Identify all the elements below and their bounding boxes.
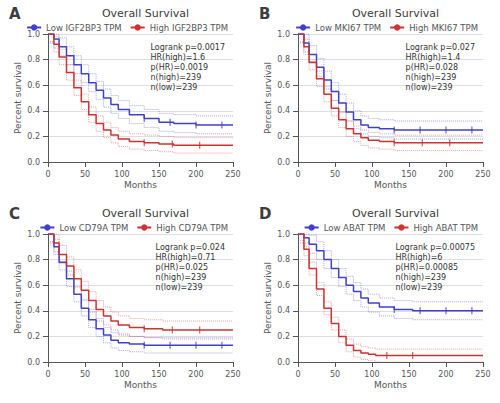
svg-text:Percent survival: Percent survival [263,262,273,334]
svg-text:200: 200 [438,370,453,379]
svg-text:High IGF2BP3 TPM: High IGF2BP3 TPM [150,23,228,33]
svg-text:HR(high)=6: HR(high)=6 [395,253,442,262]
svg-text:Percent survival: Percent survival [13,262,23,334]
svg-text:Logrank p=0.0017: Logrank p=0.0017 [151,43,226,52]
svg-text:p(HR)=0.025: p(HR)=0.025 [156,263,209,272]
svg-text:0.0: 0.0 [27,158,40,167]
svg-text:0.4: 0.4 [277,306,290,315]
svg-text:n(high)=239: n(high)=239 [156,273,207,282]
svg-text:p(HR)=0.0019: p(HR)=0.0019 [151,63,209,72]
svg-text:250: 250 [475,370,490,379]
svg-text:0.4: 0.4 [27,106,40,115]
svg-text:n(low)=239: n(low)=239 [151,83,198,92]
svg-text:200: 200 [438,170,453,179]
svg-text:50: 50 [80,370,90,379]
svg-text:High ABAT TPM: High ABAT TPM [413,223,478,233]
svg-text:Low CD79A TPM: Low CD79A TPM [59,223,128,233]
svg-text:0.4: 0.4 [27,306,40,315]
svg-text:p(HR)=0.028: p(HR)=0.028 [406,63,459,72]
svg-text:0.4: 0.4 [277,106,290,115]
svg-text:HR(high)=0.71: HR(high)=0.71 [156,253,216,262]
svg-text:n(low)=239: n(low)=239 [406,83,453,92]
svg-text:0.0: 0.0 [277,358,290,367]
svg-text:Low IGF2BP3 TPM: Low IGF2BP3 TPM [46,23,122,33]
svg-text:0.2: 0.2 [277,132,290,141]
svg-text:0.8: 0.8 [277,255,290,264]
svg-text:Months: Months [374,180,407,190]
svg-text:0.6: 0.6 [27,81,40,90]
svg-text:D: D [259,205,271,223]
svg-text:Overall Survival: Overall Survival [352,7,439,20]
svg-text:Overall Survival: Overall Survival [102,7,189,20]
svg-text:0.6: 0.6 [277,81,290,90]
svg-text:High MKI67 TPM: High MKI67 TPM [409,23,478,33]
svg-text:50: 50 [330,170,340,179]
svg-text:0.8: 0.8 [277,55,290,64]
svg-text:1.0: 1.0 [277,30,290,39]
svg-text:Overall Survival: Overall Survival [102,207,189,220]
svg-text:Logrank p=0.027: Logrank p=0.027 [406,43,475,52]
svg-text:0: 0 [45,170,50,179]
svg-text:Low ABAT TPM: Low ABAT TPM [324,223,386,233]
svg-text:150: 150 [401,370,416,379]
svg-text:HR(high)=1.6: HR(high)=1.6 [151,53,206,62]
svg-text:Percent survival: Percent survival [13,62,23,134]
svg-text:200: 200 [188,170,203,179]
svg-text:Overall Survival: Overall Survival [352,207,439,220]
svg-text:1.0: 1.0 [277,230,290,239]
svg-text:B: B [259,5,270,23]
svg-text:Months: Months [124,180,157,190]
svg-text:100: 100 [364,370,379,379]
svg-text:0: 0 [295,370,300,379]
svg-text:250: 250 [225,170,240,179]
svg-text:200: 200 [188,370,203,379]
svg-text:High CD79A TPM: High CD79A TPM [156,223,228,233]
svg-text:100: 100 [364,170,379,179]
svg-text:Logrank p=0.024: Logrank p=0.024 [156,243,225,252]
svg-text:100: 100 [114,370,129,379]
svg-text:50: 50 [330,370,340,379]
svg-text:0.2: 0.2 [27,132,40,141]
svg-text:0.8: 0.8 [27,55,40,64]
svg-text:Months: Months [374,380,407,390]
svg-text:0: 0 [295,170,300,179]
svg-text:0.2: 0.2 [277,332,290,341]
svg-text:n(high)=239: n(high)=239 [406,73,457,82]
svg-text:Logrank p=0.00075: Logrank p=0.00075 [395,243,475,252]
svg-text:0.8: 0.8 [27,255,40,264]
svg-text:150: 150 [401,170,416,179]
svg-text:0: 0 [45,370,50,379]
svg-text:n(high)=239: n(high)=239 [395,273,446,282]
svg-text:0.2: 0.2 [27,332,40,341]
svg-text:250: 250 [225,370,240,379]
svg-text:100: 100 [114,170,129,179]
svg-text:n(high)=239: n(high)=239 [151,73,202,82]
svg-text:0.0: 0.0 [27,358,40,367]
svg-text:1.0: 1.0 [27,230,40,239]
svg-text:1.0: 1.0 [27,30,40,39]
svg-text:0.6: 0.6 [277,281,290,290]
svg-text:50: 50 [80,170,90,179]
svg-text:Months: Months [124,380,157,390]
svg-text:0.0: 0.0 [277,158,290,167]
svg-text:250: 250 [475,170,490,179]
svg-text:p(HR)=0.00085: p(HR)=0.00085 [395,263,458,272]
svg-text:C: C [9,205,20,223]
svg-text:HR(high)=1.4: HR(high)=1.4 [406,53,461,62]
svg-text:Percent survival: Percent survival [263,62,273,134]
svg-text:A: A [9,5,21,23]
svg-text:150: 150 [151,370,166,379]
svg-text:n(low)=239: n(low)=239 [395,283,442,292]
svg-text:Low MKI67 TPM: Low MKI67 TPM [315,23,381,33]
svg-text:0.6: 0.6 [27,281,40,290]
svg-text:150: 150 [151,170,166,179]
svg-text:n(low)=239: n(low)=239 [156,283,203,292]
